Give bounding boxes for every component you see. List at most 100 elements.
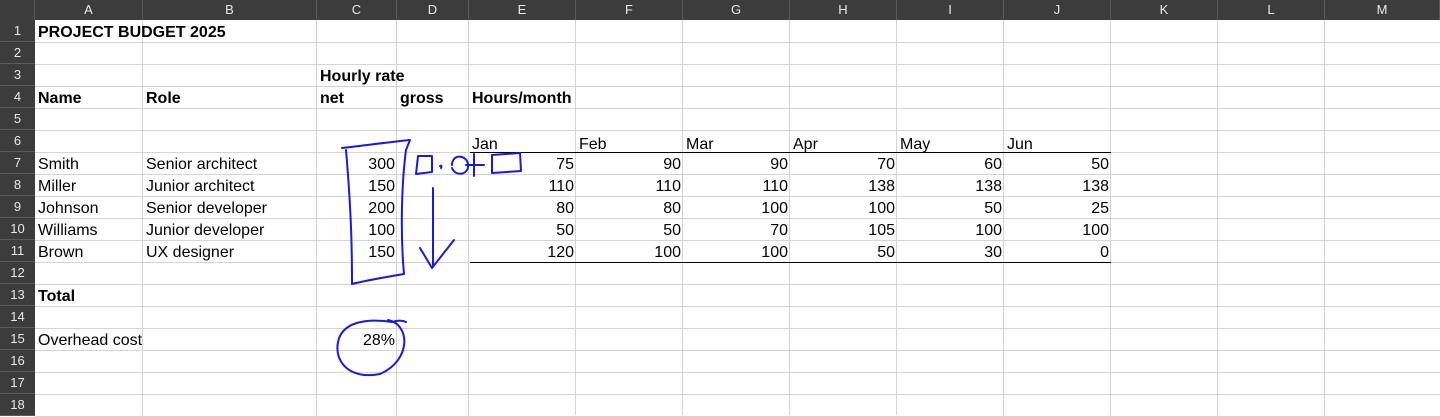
hours-month-header[interactable]: Hours/month: [472, 90, 572, 107]
net-rate-cell[interactable]: 300: [368, 156, 395, 173]
name-cell[interactable]: Miller: [38, 178, 77, 195]
column-header-g[interactable]: G: [683, 0, 790, 20]
column-header-b[interactable]: B: [143, 0, 317, 20]
hours-cell[interactable]: 60: [984, 156, 1002, 173]
down-arrow: [419, 187, 455, 269]
gross-header[interactable]: gross: [400, 90, 444, 107]
row-header-6[interactable]: 6: [0, 130, 35, 152]
column-header-k[interactable]: K: [1111, 0, 1218, 20]
month-header-apr[interactable]: Apr: [793, 136, 818, 153]
hours-cell[interactable]: 138: [1082, 178, 1109, 195]
hours-cell[interactable]: 90: [663, 156, 681, 173]
column-header-l[interactable]: L: [1218, 0, 1325, 20]
row-header-10[interactable]: 10: [0, 218, 35, 240]
hours-cell[interactable]: 120: [547, 244, 574, 261]
hours-cell[interactable]: 0: [1100, 244, 1109, 261]
row-header-2[interactable]: 2: [0, 42, 35, 64]
month-header-feb[interactable]: Feb: [579, 136, 607, 153]
month-header-underline: [470, 152, 1111, 153]
hours-cell[interactable]: 80: [663, 200, 681, 217]
net-header[interactable]: net: [320, 90, 344, 107]
name-cell[interactable]: Smith: [38, 156, 79, 173]
row-header-3[interactable]: 3: [0, 64, 35, 86]
hours-cell[interactable]: 138: [975, 178, 1002, 195]
total-label[interactable]: Total: [38, 288, 76, 305]
row-header-14[interactable]: 14: [0, 306, 35, 328]
hourly-rate-header[interactable]: Hourly rate: [320, 68, 405, 85]
role-cell[interactable]: Junior architect: [146, 178, 255, 195]
row-header-4[interactable]: 4: [0, 86, 35, 108]
select-all-corner[interactable]: [0, 0, 35, 20]
hours-cell[interactable]: 25: [1091, 200, 1109, 217]
column-header-d[interactable]: D: [397, 0, 469, 20]
column-header-e[interactable]: E: [469, 0, 576, 20]
overhead-value[interactable]: 28%: [362, 332, 395, 349]
title-cell[interactable]: PROJECT BUDGET 2025: [38, 24, 226, 41]
role-cell[interactable]: UX designer: [146, 244, 235, 261]
column-header-i[interactable]: I: [897, 0, 1004, 20]
hours-cell[interactable]: 70: [770, 222, 788, 239]
role-cell[interactable]: Senior architect: [146, 156, 258, 173]
hours-cell[interactable]: 80: [556, 200, 574, 217]
row-header-13[interactable]: 13: [0, 284, 35, 306]
month-header-jun[interactable]: Jun: [1007, 136, 1033, 153]
row-header-9[interactable]: 9: [0, 196, 35, 218]
role-header[interactable]: Role: [146, 90, 181, 107]
name-header[interactable]: Name: [38, 90, 82, 107]
hours-cell[interactable]: 105: [868, 222, 895, 239]
hours-cell[interactable]: 110: [548, 178, 574, 195]
hours-cell[interactable]: 138: [868, 178, 895, 195]
column-header-h[interactable]: H: [790, 0, 897, 20]
gridline-horizontal: [35, 218, 1440, 219]
month-header-jan[interactable]: Jan: [472, 136, 498, 153]
row-header-8[interactable]: 8: [0, 174, 35, 196]
hours-cell[interactable]: 110: [655, 178, 681, 195]
gridline-horizontal: [35, 64, 1440, 65]
row-header-5[interactable]: 5: [0, 108, 35, 130]
net-rate-cell[interactable]: 150: [368, 178, 395, 195]
hours-cell[interactable]: 75: [556, 156, 574, 173]
hours-cell[interactable]: 50: [663, 222, 681, 239]
hours-cell[interactable]: 100: [868, 200, 895, 217]
row-header-18[interactable]: 18: [0, 394, 35, 416]
net-rate-cell[interactable]: 150: [368, 244, 395, 261]
name-cell[interactable]: Williams: [38, 222, 98, 239]
column-header-a[interactable]: A: [35, 0, 143, 20]
hours-cell[interactable]: 50: [1091, 156, 1109, 173]
hours-cell[interactable]: 30: [984, 244, 1002, 261]
hours-cell[interactable]: 100: [975, 222, 1002, 239]
hours-cell[interactable]: 90: [770, 156, 788, 173]
month-header-may[interactable]: May: [900, 136, 931, 153]
hours-cell[interactable]: 100: [761, 200, 788, 217]
column-header-m[interactable]: M: [1325, 0, 1440, 20]
month-header-mar[interactable]: Mar: [686, 136, 714, 153]
hours-cell[interactable]: 70: [877, 156, 895, 173]
column-header-f[interactable]: F: [576, 0, 683, 20]
net-rate-cell[interactable]: 200: [368, 200, 395, 217]
hours-cell[interactable]: 100: [761, 244, 788, 261]
net-rate-cell[interactable]: 100: [368, 222, 395, 239]
overhead-label[interactable]: Overhead cost: [38, 332, 143, 349]
role-cell[interactable]: Senior developer: [146, 200, 267, 217]
hours-cell[interactable]: 100: [654, 244, 681, 261]
row-header-1[interactable]: 1: [0, 20, 35, 42]
formula-dot: [439, 164, 443, 169]
column-header-c[interactable]: C: [317, 0, 397, 20]
row-header-16[interactable]: 16: [0, 350, 35, 372]
formula-circle: [451, 155, 470, 175]
name-cell[interactable]: Brown: [38, 244, 84, 261]
hours-cell[interactable]: 110: [762, 178, 788, 195]
row-header-17[interactable]: 17: [0, 372, 35, 394]
row-header-11[interactable]: 11: [0, 240, 35, 262]
hours-cell[interactable]: 100: [1082, 222, 1109, 239]
row-header-7[interactable]: 7: [0, 152, 35, 174]
role-cell[interactable]: Junior developer: [146, 222, 265, 239]
row-header-15[interactable]: 15: [0, 328, 35, 350]
hours-cell[interactable]: 50: [556, 222, 574, 239]
row-header-12[interactable]: 12: [0, 262, 35, 284]
column-header-j[interactable]: J: [1004, 0, 1111, 20]
hours-cell[interactable]: 50: [877, 244, 895, 261]
name-cell[interactable]: Johnson: [38, 200, 99, 217]
hours-cell[interactable]: 50: [984, 200, 1002, 217]
